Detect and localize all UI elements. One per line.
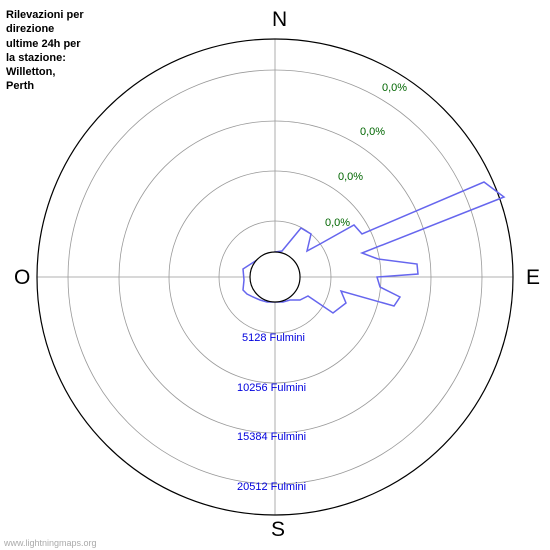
- pct-label: 0,0%: [382, 82, 407, 94]
- fulmini-label: 20512 Fulmini: [237, 481, 306, 493]
- pct-label: 0,0%: [325, 217, 350, 229]
- cardinal-S: S: [271, 518, 285, 541]
- cardinal-W: O: [14, 266, 30, 289]
- center-hole: [250, 252, 300, 302]
- fulmini-label: 10256 Fulmini: [237, 382, 306, 394]
- watermark: www.lightningmaps.org: [4, 538, 97, 548]
- fulmini-label: 15384 Fulmini: [237, 431, 306, 443]
- pct-label: 0,0%: [360, 126, 385, 138]
- fulmini-label: 5128 Fulmini: [242, 332, 305, 344]
- pct-label: 0,0%: [338, 171, 363, 183]
- cardinal-N: N: [272, 8, 287, 31]
- cardinal-E: E: [526, 266, 540, 289]
- polar-chart: N E S O 0,0% 0,0% 0,0% 0,0% 5128 Fulmini 10256 Fu…: [0, 0, 550, 550]
